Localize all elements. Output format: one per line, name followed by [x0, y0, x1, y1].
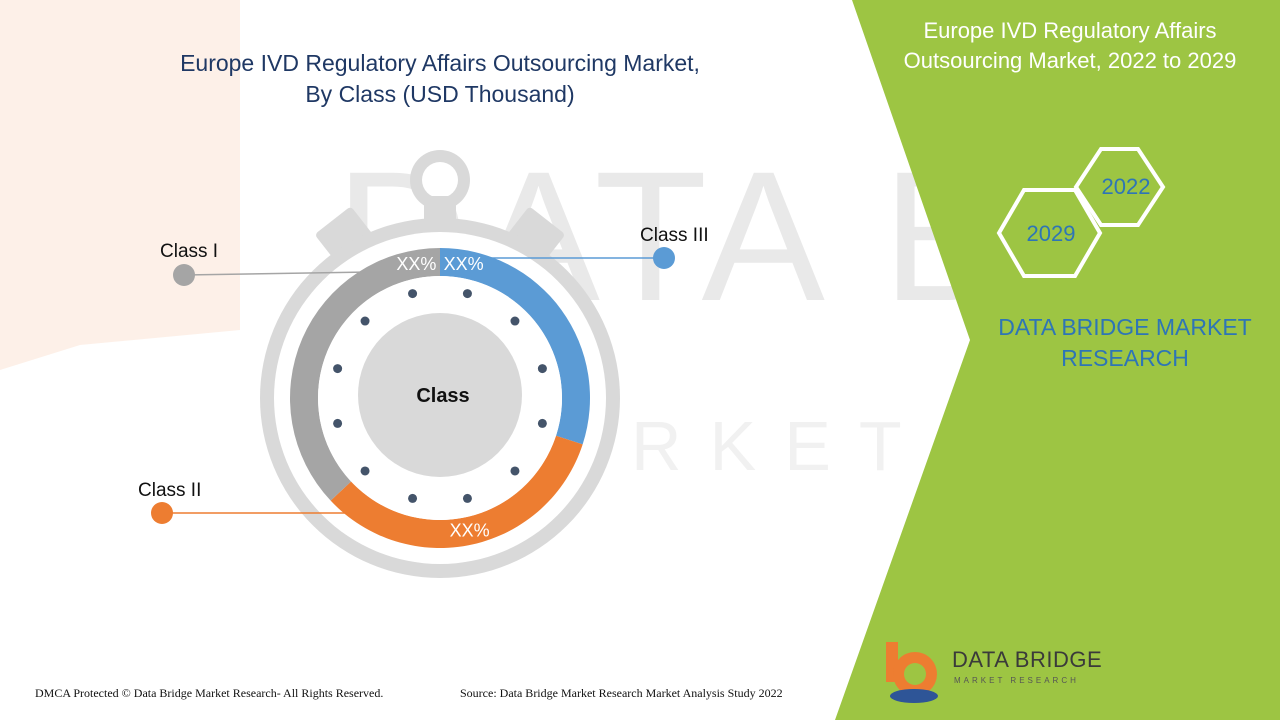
- value-label-class-iii: XX%: [444, 254, 484, 274]
- value-label-class-ii: XX%: [450, 521, 490, 541]
- panel-title-line1: Europe IVD Regulatory Affairs: [923, 18, 1217, 43]
- tick-dot: [537, 364, 547, 374]
- leader-dot-class-iii: [653, 247, 675, 269]
- logo-icon: [886, 642, 938, 703]
- donut-segments: [290, 248, 590, 548]
- tick-dot: [408, 493, 418, 503]
- value-label-class-i: XX%: [396, 254, 436, 274]
- segment-class-i: [290, 248, 440, 501]
- logo-icon-base: [890, 689, 938, 703]
- tick-dots: [333, 289, 547, 503]
- panel-title-line2: Outsourcing Market, 2022 to 2029: [903, 48, 1237, 73]
- leader-line-class-i: [183, 271, 371, 276]
- tick-dot: [408, 289, 418, 299]
- segment-class-iii: [440, 248, 590, 445]
- hexagon-start-year: [1073, 147, 1166, 227]
- leader-dot-class-ii: [151, 502, 173, 524]
- chart-title: Europe IVD Regulatory Affairs Outsourcin…: [110, 48, 770, 110]
- year-hexagons: 2022 2029: [996, 147, 1166, 278]
- tick-dot: [510, 316, 520, 326]
- category-labels: Class I Class II Class III: [138, 225, 709, 501]
- tick-dot: [510, 466, 520, 476]
- end-year-label: 2029: [1027, 221, 1076, 246]
- stopwatch-crown-hole: [422, 162, 458, 198]
- chart-title-line2: By Class (USD Thousand): [305, 81, 575, 107]
- tick-dot: [360, 316, 370, 326]
- hexagon-end-year: [996, 188, 1103, 278]
- leader-lines: [151, 247, 675, 524]
- tick-dot: [462, 493, 472, 503]
- dmca-notice: DMCA Protected © Data Bridge Market Rese…: [35, 686, 384, 700]
- tick-dot: [333, 418, 343, 428]
- segment-class-ii: [330, 435, 583, 548]
- start-year-label: 2022: [1102, 174, 1151, 199]
- center-label: Class: [416, 385, 469, 407]
- source-note: Source: Data Bridge Market Research Mark…: [460, 686, 783, 700]
- tick-dot: [360, 466, 370, 476]
- stopwatch-chart: Class XX% XX% XX% Class I Class II Class III: [138, 150, 709, 578]
- panel-title: Europe IVD Regulatory Affairs Outsourcin…: [870, 16, 1270, 76]
- leader-dot-class-i: [173, 264, 195, 286]
- tick-dot: [333, 364, 343, 374]
- brand-line2: RESEARCH: [1061, 345, 1189, 371]
- value-labels: XX% XX% XX%: [396, 254, 489, 541]
- brand-line1: DATA BRIDGE MARKET: [998, 314, 1252, 340]
- category-label-class-ii: Class II: [138, 480, 201, 501]
- category-label-class-iii: Class III: [640, 225, 709, 246]
- tick-dot: [462, 289, 472, 299]
- category-label-class-i: Class I: [160, 241, 218, 262]
- logo-icon-hole: [904, 663, 926, 685]
- brand-text: DATA BRIDGE MARKET RESEARCH: [985, 312, 1265, 374]
- green-side-panel: [835, 0, 1280, 720]
- center-hub: [358, 313, 522, 477]
- tick-dot: [537, 418, 547, 428]
- logo-subtitle: MARKET RESEARCH: [954, 676, 1079, 685]
- logo-name: DATA BRIDGE: [952, 647, 1103, 672]
- chart-title-line1: Europe IVD Regulatory Affairs Outsourcin…: [180, 50, 700, 76]
